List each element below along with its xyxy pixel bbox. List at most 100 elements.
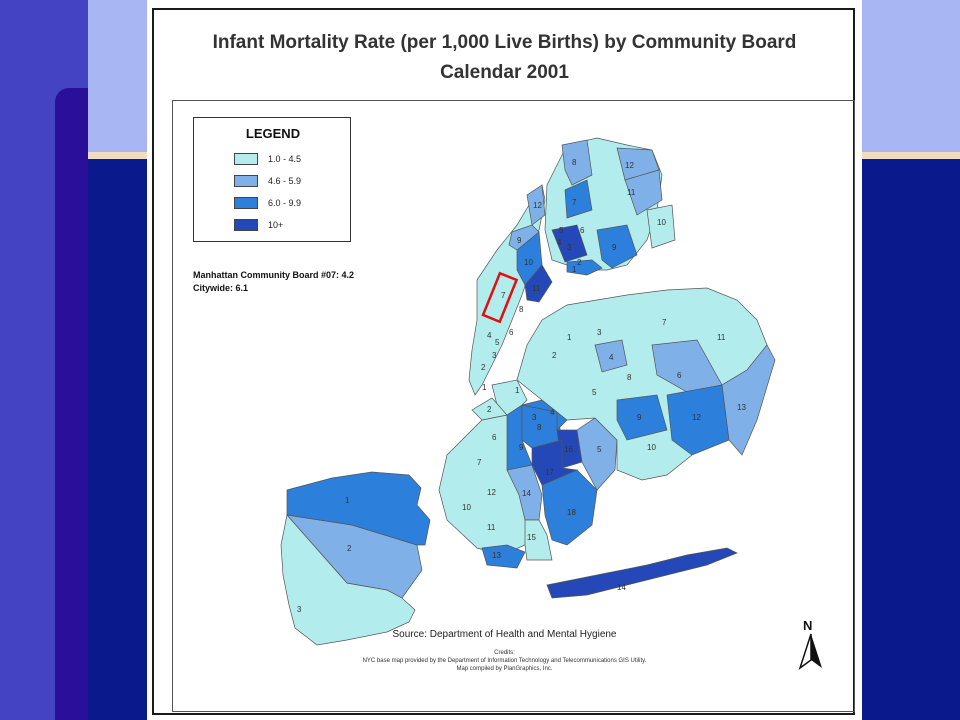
source-text: Source: Department of Health and Mental …: [392, 629, 617, 640]
queens-district-9: [616, 394, 668, 441]
district-label: 6: [509, 328, 514, 337]
district-label: 1: [515, 386, 520, 395]
district-label: 5: [495, 338, 500, 347]
bronx-district-11: [624, 169, 663, 216]
district-label: 9: [519, 443, 524, 452]
district-label: 2: [481, 363, 486, 372]
district-label: 4: [557, 238, 562, 247]
brooklyn: [438, 379, 618, 569]
district-label: 5: [559, 226, 564, 235]
manhattan: [468, 184, 553, 396]
staten-island: [280, 471, 431, 646]
manhattan-district-12: [526, 184, 546, 226]
district-label: 14: [617, 583, 626, 592]
credits-line: Map compiled by PlanGraphics, Inc.: [456, 666, 553, 672]
legend-label: 6.0 - 9.9: [268, 198, 302, 208]
district-label: 8: [572, 158, 577, 167]
queens-district-4: [594, 339, 628, 373]
district-labels: 1 2 3 12 10 9 11 7 8 6 5 4 3 2 1 8 12 7 …: [297, 158, 746, 614]
manhattan-district-11: [524, 264, 553, 303]
legend-swatch: [234, 175, 258, 187]
board-note: Manhattan Community Board #07: 4.2: [193, 270, 355, 280]
queens-district-13: [721, 344, 776, 456]
district-label: 12: [533, 201, 542, 210]
legend: LEGEND 1.0 - 4.5 4.6 - 5.9 6.0 - 9.9 10+: [193, 117, 351, 242]
queens-district-14: [546, 547, 738, 599]
district-label: 14: [522, 489, 531, 498]
district-label: 7: [662, 318, 667, 327]
legend-label: 4.6 - 5.9: [268, 176, 302, 186]
legend-swatch: [234, 197, 258, 209]
district-label: 7: [572, 198, 577, 207]
district-label: 2: [347, 544, 352, 553]
district-label: 10: [647, 443, 656, 452]
district-label: 3: [297, 605, 302, 614]
district-label: 3: [597, 328, 602, 337]
district-label: 4: [609, 353, 614, 362]
bronx-district-9: [596, 224, 638, 269]
manhattan-district-9: [508, 224, 540, 251]
north-arrow-icon: N: [797, 618, 825, 670]
district-label: 13: [737, 403, 746, 412]
district-label: 8: [627, 373, 632, 382]
district-label: 18: [567, 508, 576, 517]
legend-swatch: [234, 153, 258, 165]
district-label: 8: [519, 305, 524, 314]
map-title: Infant Mortality Rate (per 1,000 Live Bi…: [212, 32, 797, 53]
district-label: 2: [552, 351, 557, 360]
district-label: 9: [517, 236, 522, 245]
citywide-note: Citywide: 6.1: [193, 283, 249, 293]
queens: [516, 287, 776, 599]
bk-district-18: [541, 469, 598, 546]
district-label: 8: [537, 423, 542, 432]
bronx-district-8: [561, 139, 593, 186]
bronx-district-2: [566, 259, 603, 276]
si-district-1: [286, 471, 431, 546]
district-label: 1: [567, 333, 572, 342]
legend-label: 1.0 - 4.5: [268, 154, 302, 164]
manhattan-board-7-highlight: [481, 271, 519, 324]
district-label: 16: [564, 445, 573, 454]
district-label: 6: [580, 226, 585, 235]
district-label: 13: [492, 551, 501, 560]
district-label: 1: [345, 496, 350, 505]
queens-district-12: [666, 384, 730, 456]
district-label: 2: [487, 405, 492, 414]
district-label: 11: [532, 284, 541, 293]
district-label: 6: [677, 371, 682, 380]
map-subtitle: Calendar 2001: [440, 62, 569, 83]
district-label: 7: [501, 291, 506, 300]
map-frame: [172, 100, 855, 712]
district-label: 11: [627, 188, 636, 197]
bk-district-17: [531, 439, 579, 486]
bk-district-15: [524, 519, 553, 561]
bk-district-13: [481, 544, 526, 569]
district-label: 2: [577, 258, 582, 267]
north-label: N: [803, 618, 813, 633]
district-label: 12: [487, 488, 496, 497]
district-label: 4: [487, 331, 492, 340]
district-label: 3: [492, 351, 497, 360]
district-label: 10: [524, 258, 533, 267]
district-label: 9: [612, 243, 617, 252]
bronx-district-3: [551, 224, 588, 263]
credits-heading: Credits:: [494, 650, 515, 656]
district-label: 15: [527, 533, 536, 542]
bronx-district-10: [646, 204, 676, 249]
district-label: 10: [657, 218, 666, 227]
district-label: 5: [592, 388, 597, 397]
district-label: 6: [492, 433, 497, 442]
nyc-community-board-map: 1 2 3 12 10 9 11 7 8 6 5 4 3 2 1 8 12 7 …: [280, 137, 776, 646]
district-label: 3: [567, 243, 572, 252]
district-label: 10: [462, 503, 471, 512]
district-label: 1: [572, 265, 577, 274]
bronx: [544, 137, 676, 276]
district-label: 9: [637, 413, 642, 422]
district-label: 3: [532, 413, 537, 422]
bronx-district-7: [564, 179, 593, 219]
district-label: 11: [487, 523, 496, 532]
district-label: 4: [550, 408, 555, 417]
district-label: 7: [477, 458, 482, 467]
district-label: 11: [717, 333, 726, 342]
legend-label: 10+: [268, 220, 284, 230]
